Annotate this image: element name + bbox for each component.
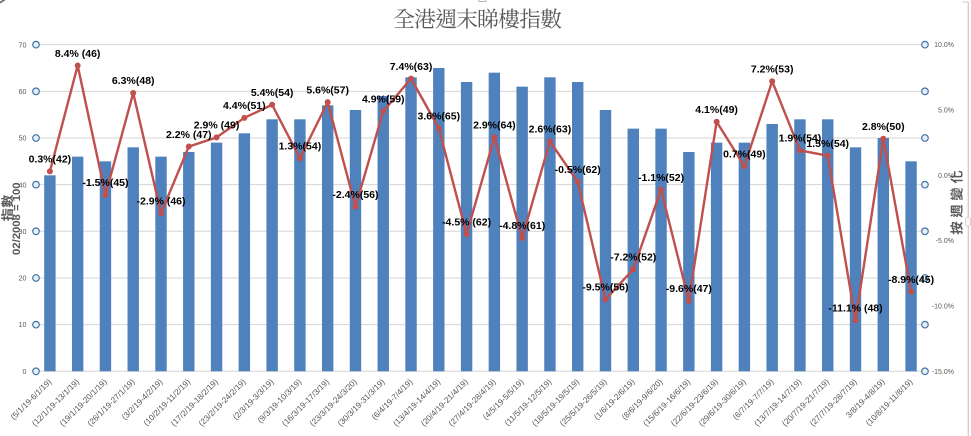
svg-text:2.6%(63): 2.6%(63) xyxy=(529,124,572,136)
svg-text:20: 20 xyxy=(19,274,27,283)
svg-text:1.5%(54): 1.5%(54) xyxy=(806,138,849,150)
svg-text:-9.5%(56): -9.5%(56) xyxy=(582,282,628,294)
svg-text:2.8%(50): 2.8%(50) xyxy=(862,121,905,133)
svg-text:0.3%(42): 0.3%(42) xyxy=(29,154,72,166)
svg-text:3.6%(65): 3.6%(65) xyxy=(418,110,461,122)
svg-text:2.9% (49): 2.9% (49) xyxy=(194,120,240,132)
svg-text:-4.8%(61): -4.8%(61) xyxy=(499,220,545,232)
svg-text:-2.9% (46): -2.9% (46) xyxy=(136,195,185,207)
svg-text:-4.5% (62): -4.5% (62) xyxy=(442,216,491,228)
svg-text:4.1%(49): 4.1%(49) xyxy=(695,104,738,116)
svg-text:1.3%(54): 1.3%(54) xyxy=(279,141,322,153)
svg-text:5.6%(57): 5.6%(57) xyxy=(306,84,349,96)
svg-text:7.2%(53): 7.2%(53) xyxy=(751,63,794,75)
svg-text:70: 70 xyxy=(19,40,27,49)
svg-text:5.0%: 5.0% xyxy=(938,107,954,114)
svg-text:4.9%(59): 4.9%(59) xyxy=(362,93,405,105)
svg-text:1.9%(54): 1.9%(54) xyxy=(779,133,822,145)
svg-text:-5.0%: -5.0% xyxy=(936,238,954,245)
svg-text:7.4%(63): 7.4%(63) xyxy=(390,61,433,73)
svg-text:0.7%(49): 0.7%(49) xyxy=(723,148,766,160)
svg-text:-1.1%(52): -1.1%(52) xyxy=(638,172,684,184)
svg-text:2.9%(64): 2.9%(64) xyxy=(473,120,516,132)
svg-text:40: 40 xyxy=(19,180,27,189)
svg-text:0: 0 xyxy=(23,367,27,376)
svg-text:-7.2%(52): -7.2%(52) xyxy=(610,252,656,264)
svg-text:6.3%(48): 6.3%(48) xyxy=(112,75,155,87)
svg-text:4.4%(51): 4.4%(51) xyxy=(223,100,266,112)
svg-text:-11.1% (48): -11.1% (48) xyxy=(828,303,882,315)
svg-text:60: 60 xyxy=(19,87,27,96)
svg-text:30: 30 xyxy=(19,227,27,236)
svg-text:-1.5%(45): -1.5%(45) xyxy=(82,177,128,189)
svg-text:50: 50 xyxy=(19,134,27,143)
svg-text:10: 10 xyxy=(19,320,27,329)
svg-text:-2.4%(56): -2.4%(56) xyxy=(332,189,378,201)
svg-text:10.0%: 10.0% xyxy=(934,42,954,49)
svg-text:-10.0%: -10.0% xyxy=(932,303,954,310)
svg-text:-9.6%(47): -9.6%(47) xyxy=(666,283,712,295)
svg-text:8.4% (46): 8.4% (46) xyxy=(55,48,101,60)
svg-text:0.0%: 0.0% xyxy=(938,173,954,180)
svg-text:2.2% (47): 2.2% (47) xyxy=(166,129,212,141)
svg-text:-0.5%(62): -0.5%(62) xyxy=(555,164,601,176)
svg-text:-15.0%: -15.0% xyxy=(932,369,954,376)
svg-text:02/2008 = 100: 02/2008 = 100 xyxy=(11,182,23,255)
svg-text:5.4%(54): 5.4%(54) xyxy=(251,87,294,99)
svg-text:-8.9%(45): -8.9%(45) xyxy=(888,274,934,286)
